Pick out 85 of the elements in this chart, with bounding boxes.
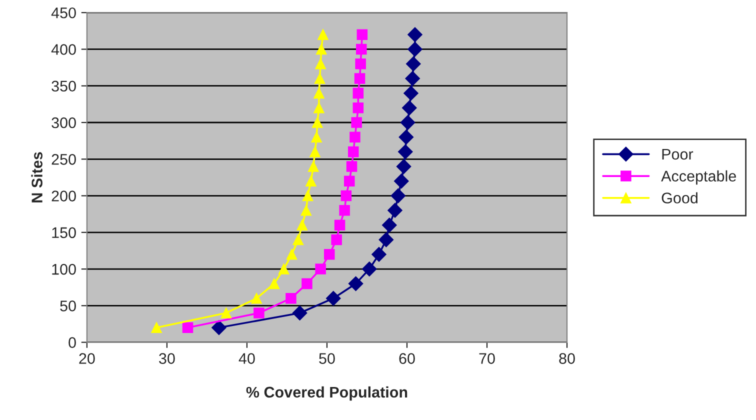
point — [292, 234, 304, 246]
x-tick-label: 20 — [79, 353, 95, 364]
y-tick-label: 100 — [52, 264, 76, 275]
y-axis-title: N Sites — [31, 152, 42, 202]
point — [405, 71, 420, 86]
point — [324, 249, 335, 260]
point — [404, 86, 418, 101]
y-tick-label: 400 — [51, 44, 76, 55]
point — [346, 161, 358, 172]
point — [286, 292, 296, 304]
x-tick-label: 50 — [319, 353, 335, 364]
point — [348, 146, 359, 158]
point — [251, 292, 262, 304]
point — [334, 220, 346, 230]
y-tick-label: 200 — [52, 190, 76, 202]
point — [402, 100, 417, 116]
point — [311, 132, 322, 143]
legend-label: Poor — [662, 149, 694, 160]
x-tick-label: 60 — [399, 353, 415, 364]
point — [326, 290, 341, 306]
legend-label: Acceptable — [661, 170, 736, 185]
point — [398, 144, 413, 160]
point — [212, 320, 226, 336]
point — [312, 117, 323, 128]
y-tick-label: 250 — [52, 154, 76, 165]
point — [292, 306, 308, 320]
y-tick-label: 50 — [60, 300, 76, 312]
point — [382, 218, 397, 232]
point — [182, 322, 194, 334]
point — [348, 276, 364, 292]
point — [315, 264, 326, 274]
point — [151, 322, 162, 334]
point — [356, 29, 368, 40]
point — [398, 130, 414, 145]
point — [356, 44, 367, 55]
point — [302, 190, 314, 202]
point — [354, 73, 366, 84]
x-tick-label: 80 — [559, 353, 575, 364]
point — [314, 73, 326, 84]
point — [306, 176, 316, 186]
point — [396, 159, 412, 174]
point — [331, 234, 342, 246]
y-tick-label: 300 — [52, 117, 76, 128]
point — [340, 190, 352, 202]
point — [355, 58, 366, 70]
point — [314, 88, 324, 99]
point — [308, 161, 319, 172]
point — [352, 88, 364, 99]
point — [378, 232, 394, 248]
y-tick-label: 350 — [52, 80, 76, 92]
point — [351, 117, 362, 128]
point — [318, 29, 328, 40]
y-tick-label: 0 — [68, 337, 76, 348]
x-axis-title: % Covered Population — [246, 386, 408, 401]
point — [254, 308, 264, 318]
point — [286, 249, 298, 260]
y-tick-label: 150 — [52, 227, 76, 238]
point — [406, 56, 421, 72]
point — [220, 308, 232, 318]
point — [316, 44, 327, 55]
point — [314, 102, 324, 114]
point — [315, 58, 326, 70]
point — [310, 146, 320, 158]
x-tick-label: 30 — [159, 353, 175, 364]
point — [300, 205, 312, 216]
point — [350, 132, 360, 143]
point — [372, 246, 386, 262]
point — [362, 262, 377, 276]
point — [268, 278, 280, 290]
point — [408, 27, 422, 42]
x-tick-label: 40 — [238, 353, 255, 364]
point — [408, 42, 422, 57]
point — [390, 188, 406, 204]
x-tick-label: 70 — [479, 353, 495, 364]
legend-label: Good — [662, 192, 698, 204]
point — [394, 174, 409, 189]
point — [296, 220, 308, 230]
point — [352, 102, 364, 114]
point — [388, 203, 402, 218]
y-tick-label: 450 — [51, 7, 76, 18]
point — [339, 205, 350, 216]
point — [400, 115, 416, 130]
point — [344, 176, 355, 186]
point — [302, 278, 312, 290]
point — [278, 264, 290, 274]
